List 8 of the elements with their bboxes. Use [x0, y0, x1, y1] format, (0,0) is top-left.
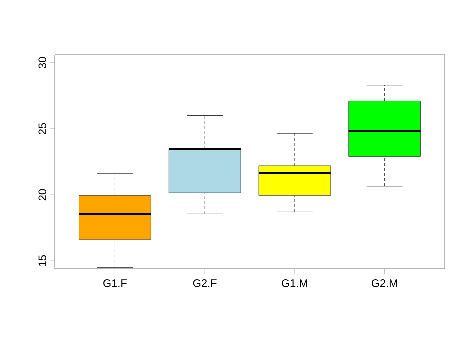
y-tick-label: 15: [38, 255, 46, 266]
x-tick-label: G2.M: [372, 280, 398, 288]
x-tick-label: G1.F: [104, 280, 127, 288]
y-tick-label: 25: [38, 123, 46, 135]
x-tick-label: G1.M: [282, 280, 308, 288]
y-tick-label: 20: [38, 189, 46, 201]
x-tick-label: G2.F: [193, 280, 217, 288]
y-tick-label: 30: [38, 57, 46, 69]
